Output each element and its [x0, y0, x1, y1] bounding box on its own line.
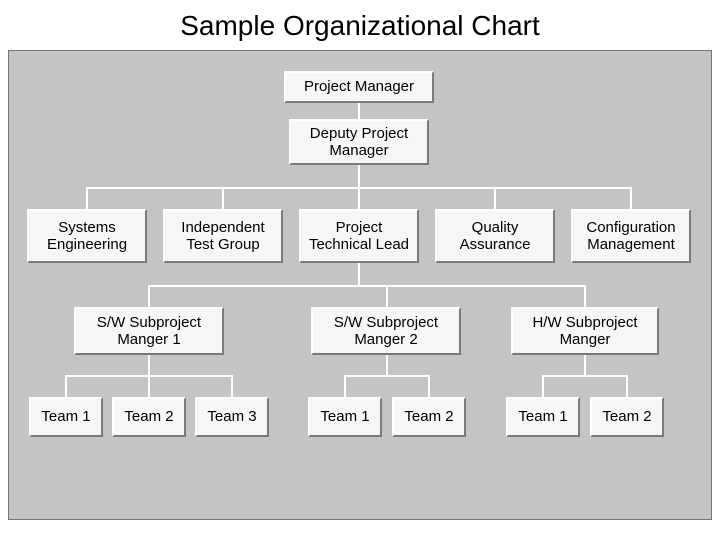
- node-sw-subproject-1: S/W Subproject Manger 1: [74, 307, 224, 355]
- connector: [494, 187, 496, 209]
- node-independent-test-group: Independent Test Group: [163, 209, 283, 263]
- connector: [386, 355, 388, 375]
- node-quality-assurance: Quality Assurance: [435, 209, 555, 263]
- connector: [148, 375, 150, 397]
- connector: [358, 165, 360, 187]
- org-chart-frame: Project Manager Deputy Project Manager S…: [8, 50, 712, 520]
- node-project-manager: Project Manager: [284, 71, 434, 103]
- node-hw-subproject: H/W Subproject Manger: [511, 307, 659, 355]
- page: Sample Organizational Chart Project Mana…: [0, 0, 720, 540]
- connector: [584, 355, 586, 375]
- node-systems-engineering: Systems Engineering: [27, 209, 147, 263]
- connector: [231, 375, 233, 397]
- connector: [428, 375, 430, 397]
- connector: [386, 285, 388, 307]
- node-team-1-1: Team 1: [29, 397, 103, 437]
- node-project-technical-lead: Project Technical Lead: [299, 209, 419, 263]
- page-title: Sample Organizational Chart: [0, 10, 720, 42]
- connector: [344, 375, 346, 397]
- connector: [148, 285, 150, 307]
- connector: [222, 187, 224, 209]
- node-team-1-2: Team 2: [112, 397, 186, 437]
- node-team-3-2: Team 2: [590, 397, 664, 437]
- connector: [542, 375, 544, 397]
- node-sw-subproject-2: S/W Subproject Manger 2: [311, 307, 461, 355]
- connector: [630, 187, 632, 209]
- connector: [148, 285, 586, 287]
- connector: [358, 103, 360, 119]
- connector: [626, 375, 628, 397]
- connector: [344, 375, 430, 377]
- connector: [86, 187, 88, 209]
- node-team-3-1: Team 1: [506, 397, 580, 437]
- node-configuration-management: Configuration Management: [571, 209, 691, 263]
- connector: [584, 285, 586, 307]
- connector: [148, 355, 150, 375]
- node-team-2-2: Team 2: [392, 397, 466, 437]
- connector: [358, 263, 360, 285]
- connector: [65, 375, 67, 397]
- connector: [358, 187, 360, 209]
- node-deputy-pm: Deputy Project Manager: [289, 119, 429, 165]
- node-team-1-3: Team 3: [195, 397, 269, 437]
- connector: [542, 375, 628, 377]
- node-team-2-1: Team 1: [308, 397, 382, 437]
